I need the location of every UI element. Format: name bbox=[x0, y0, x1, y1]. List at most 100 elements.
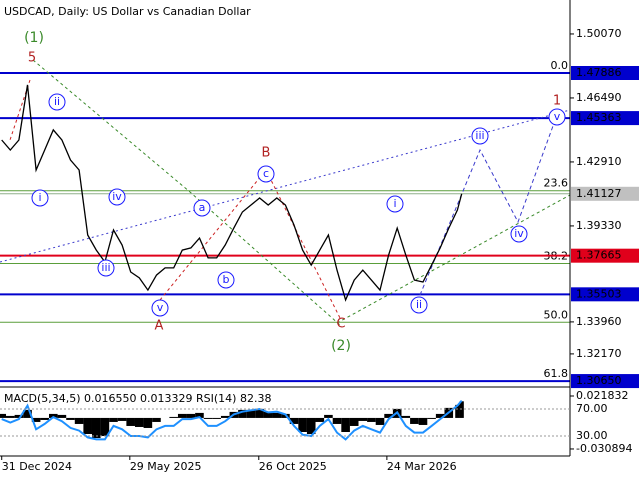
wave-circle bbox=[471, 127, 489, 145]
macd-bar bbox=[31, 417, 41, 422]
fib-label: 50.0 bbox=[544, 308, 569, 321]
macd-bar bbox=[263, 411, 273, 418]
y-tick-label: 1.39330 bbox=[576, 219, 622, 232]
macd-bar bbox=[203, 417, 213, 419]
macd-bar bbox=[83, 417, 92, 435]
y2-tick-label: 30.00 bbox=[576, 429, 608, 442]
macd-bar bbox=[298, 417, 307, 432]
macd-bar bbox=[332, 417, 342, 424]
level-label: 1.47886 bbox=[576, 66, 622, 79]
macd-bar bbox=[109, 417, 118, 422]
y2-tick-label: 70.00 bbox=[576, 402, 608, 415]
level-label: 1.37665 bbox=[576, 249, 622, 262]
x-tick-label: 29 May 2025 bbox=[130, 460, 202, 473]
wave-label: ii bbox=[416, 298, 422, 311]
macd-bar bbox=[315, 417, 325, 422]
macd-bar bbox=[91, 417, 101, 439]
wave-label: (1) bbox=[24, 30, 44, 46]
wave-circle bbox=[386, 195, 404, 213]
wave-label: iv bbox=[112, 190, 122, 203]
macd-bar bbox=[418, 417, 428, 425]
y-tick-label: 1.33960 bbox=[576, 315, 622, 328]
wave-label: c bbox=[263, 167, 269, 180]
y-tick-label: 0.021832 bbox=[576, 389, 629, 402]
wave-circle bbox=[217, 271, 235, 289]
macd-bar bbox=[57, 414, 67, 418]
fib-label: 0.0 bbox=[551, 59, 569, 72]
trend-line bbox=[32, 59, 341, 326]
wave-label: A bbox=[155, 319, 164, 334]
fib-label: 61.8 bbox=[544, 367, 569, 380]
level-label: 1.30650 bbox=[576, 374, 622, 387]
macd-bar bbox=[100, 417, 110, 437]
macd-bar bbox=[459, 401, 464, 418]
macd-bar bbox=[169, 416, 178, 418]
wave-circle bbox=[97, 259, 115, 277]
level-label: 1.35503 bbox=[576, 287, 622, 300]
wave-circle bbox=[151, 299, 169, 317]
macd-bar bbox=[134, 417, 144, 427]
y-tick-label: 1.50070 bbox=[576, 27, 622, 40]
wave-label: a bbox=[199, 201, 206, 214]
macd-bar bbox=[272, 412, 282, 418]
analysis-lines: 0.023.638.250.061.8 bbox=[0, 59, 570, 383]
wave-label: iii bbox=[475, 129, 484, 142]
wave-circle bbox=[108, 188, 126, 206]
wave-label: C bbox=[336, 317, 345, 332]
macd-bar bbox=[186, 413, 196, 418]
macd-bar bbox=[384, 413, 393, 418]
wave-labels: (1) 5 ii i iv iii v A a b c B C (2) i ii… bbox=[24, 30, 566, 354]
plot bbox=[1, 84, 463, 302]
y-tick-label: 1.42910 bbox=[576, 155, 622, 168]
macd-bar bbox=[410, 417, 419, 424]
macd-bar bbox=[289, 417, 299, 424]
fib-label: 23.6 bbox=[544, 177, 569, 190]
macd-bar bbox=[358, 417, 368, 421]
macd-bar bbox=[238, 409, 247, 418]
chart-title: USDCAD, Daily: US Dollar vs Canadian Dol… bbox=[4, 5, 251, 18]
wave-label: ii bbox=[54, 95, 60, 108]
macd-bar bbox=[435, 413, 445, 418]
wave-circle bbox=[548, 108, 566, 126]
trend-line bbox=[336, 194, 571, 324]
wave-label: i bbox=[38, 191, 41, 204]
wave-label: B bbox=[262, 146, 271, 161]
wave-label: 1 bbox=[553, 94, 561, 109]
wave-circle bbox=[31, 189, 49, 207]
wave-line bbox=[159, 169, 342, 321]
indicator-title: MACD(5,34,5) 0.016550 0.013329 RSI(14) 8… bbox=[4, 392, 271, 405]
macd-bar bbox=[117, 417, 127, 421]
macd-bar bbox=[212, 417, 221, 419]
y-tick-label: 1.46490 bbox=[576, 91, 622, 104]
wave-label: v bbox=[157, 301, 164, 314]
macd-bar bbox=[195, 412, 204, 418]
wave-line bbox=[9, 79, 31, 141]
level-label: 1.41127 bbox=[576, 187, 622, 200]
macd-bar bbox=[306, 417, 316, 435]
wave-circle bbox=[410, 296, 428, 314]
wave-circle bbox=[193, 199, 211, 217]
wave-label: b bbox=[223, 273, 230, 286]
level-badge bbox=[571, 111, 639, 126]
x-tick-label: 26 Oct 2025 bbox=[259, 460, 327, 473]
level-badge bbox=[571, 186, 639, 201]
macd-bar bbox=[324, 414, 333, 418]
macd-bar bbox=[0, 413, 7, 418]
macd-bar bbox=[246, 409, 256, 418]
wave-label: v bbox=[554, 110, 561, 123]
macd-bar bbox=[401, 415, 411, 418]
projection-line bbox=[419, 114, 558, 296]
macd-bar bbox=[427, 417, 436, 419]
macd-bar bbox=[375, 417, 385, 425]
macd-bar bbox=[367, 417, 376, 422]
macd-bar bbox=[40, 417, 50, 420]
macd-bar bbox=[177, 413, 187, 418]
macd-bar bbox=[341, 417, 350, 432]
macd-bar bbox=[23, 409, 32, 418]
level-badge bbox=[571, 248, 639, 263]
y-tick-label: -0.030894 bbox=[576, 442, 632, 455]
macd-bar bbox=[74, 417, 84, 424]
macd-bar bbox=[126, 417, 135, 426]
level-label: 1.45363 bbox=[576, 111, 622, 124]
price-line bbox=[1, 84, 463, 302]
